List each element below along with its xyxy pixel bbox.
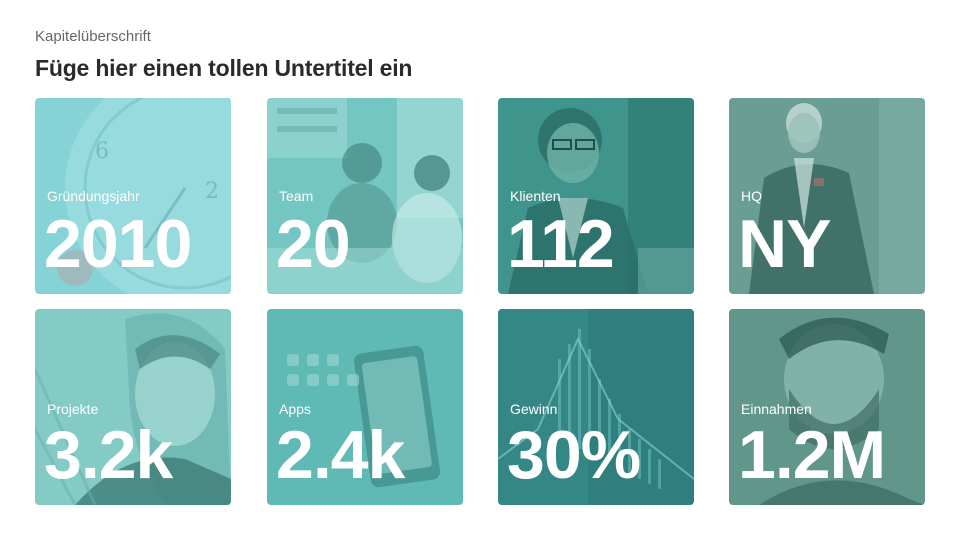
stock-chart-photo <box>498 309 694 505</box>
stat-label: Klienten <box>510 188 561 204</box>
stat-tile-team: Team 20 <box>267 98 463 294</box>
stat-tile-apps: Apps 2.4k <box>267 309 463 505</box>
stat-value: 20 <box>276 206 351 282</box>
stat-label: Gründungsjahr <box>47 188 140 204</box>
page-subtitle: Füge hier einen tollen Untertitel ein <box>35 55 413 81</box>
stat-tile-clients: Klienten 112 <box>498 98 694 294</box>
stat-label: Apps <box>279 401 311 417</box>
stat-label: HQ <box>741 188 762 204</box>
stat-value: 1.2M <box>738 417 886 493</box>
stat-label: Einnahmen <box>741 401 812 417</box>
stat-value: 2010 <box>44 206 192 282</box>
stat-tile-profit: Gewinn 30% <box>498 309 694 505</box>
stat-tile-founding-year: 6 2 Gründungsjahr 2010 <box>35 98 231 294</box>
stat-label: Gewinn <box>510 401 558 417</box>
team-meeting-photo <box>267 98 463 294</box>
bearded-man-photo <box>729 309 925 505</box>
stat-value: NY <box>738 206 831 282</box>
stat-tile-projects: Projekte 3.2k <box>35 309 231 505</box>
smiling-man-photo <box>498 98 694 294</box>
businessman-portrait-photo <box>35 309 231 505</box>
stat-label: Team <box>279 188 314 204</box>
stat-value: 30% <box>507 417 641 493</box>
stat-tile-hq: HQ NY <box>729 98 925 294</box>
chapter-title: Kapitelüberschrift <box>35 28 151 45</box>
svg-text:2: 2 <box>205 179 219 204</box>
stat-value: 112 <box>507 206 615 282</box>
clock-photo: 6 2 <box>35 98 231 294</box>
senior-businessman-photo <box>729 98 925 294</box>
stat-value: 2.4k <box>276 417 405 493</box>
stat-label: Projekte <box>47 401 99 417</box>
stat-value: 3.2k <box>44 417 173 493</box>
stat-tile-revenue: Einnahmen 1.2M <box>729 309 925 505</box>
smartphone-apps-photo <box>267 309 463 505</box>
svg-text:6: 6 <box>95 139 109 164</box>
